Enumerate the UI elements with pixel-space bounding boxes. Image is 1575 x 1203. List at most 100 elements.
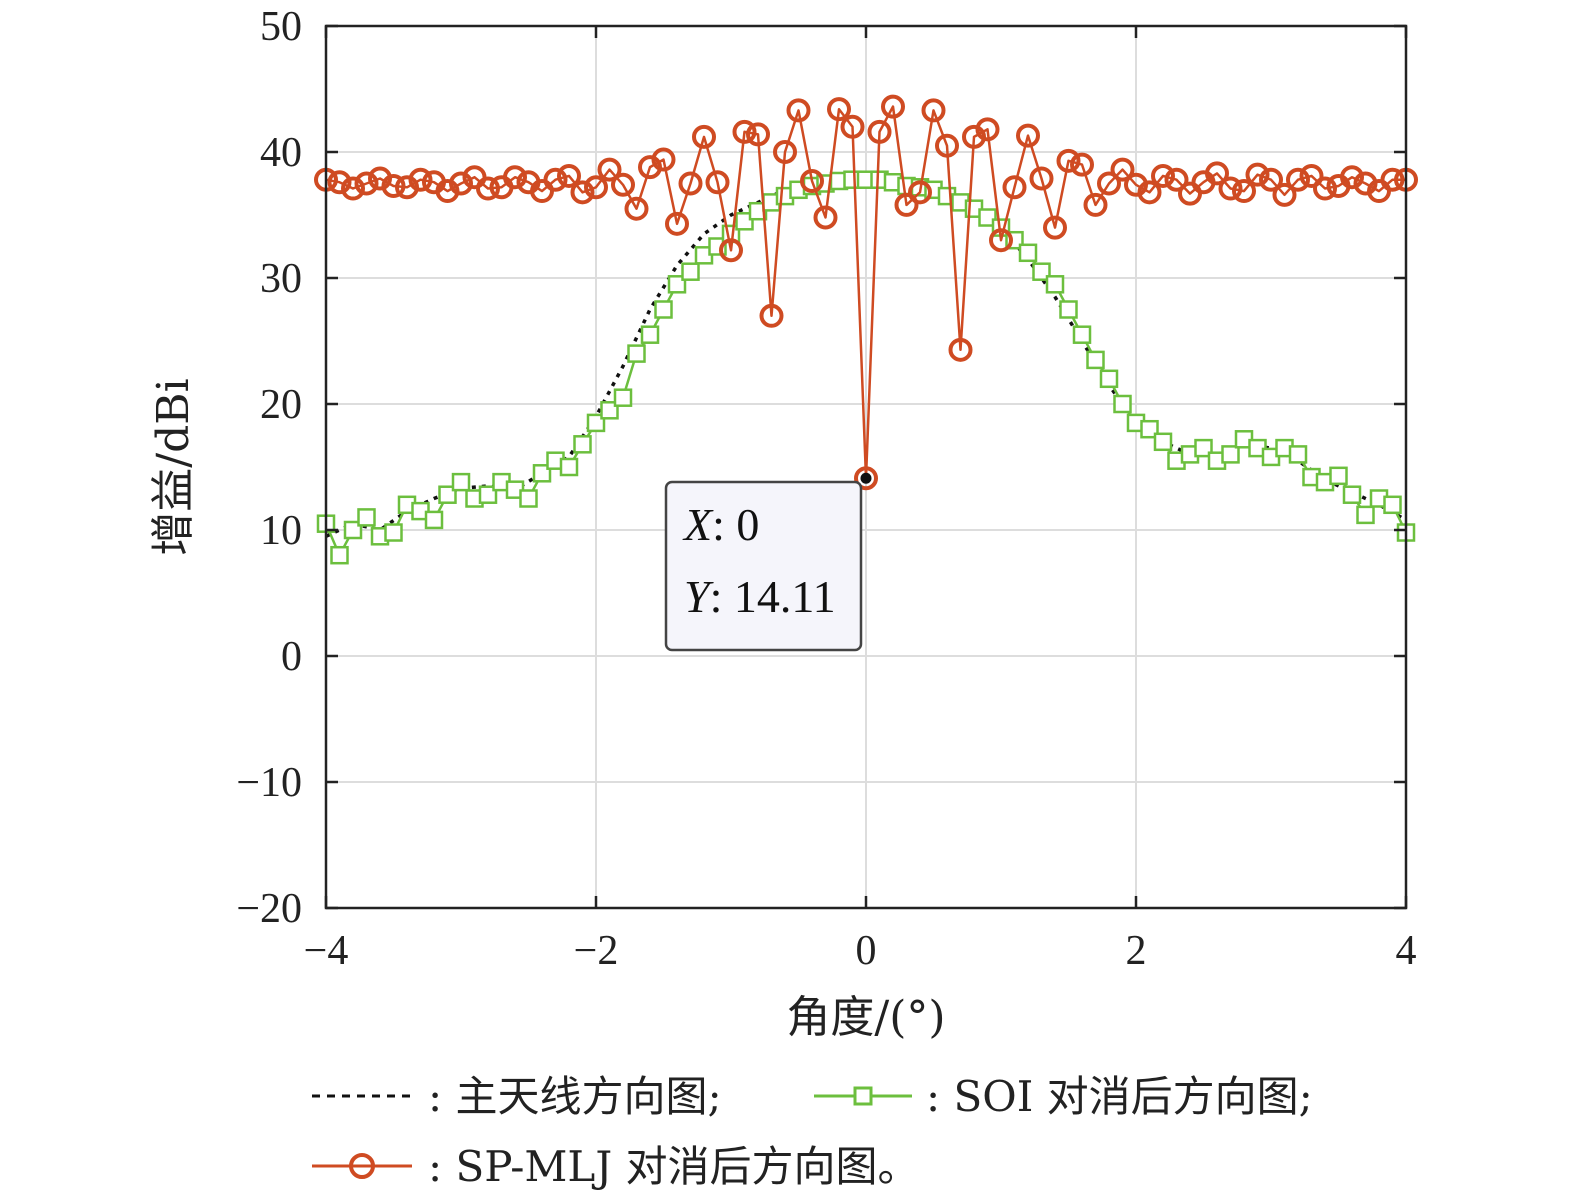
sp-marker (678, 171, 703, 196)
x-tick-label: 0 (856, 928, 877, 974)
soi-marker (343, 520, 363, 540)
y-tick-label: 50 (260, 4, 302, 50)
datatip[interactable]: X: 0 Y: 14.11 (664, 472, 872, 652)
soi-marker (1288, 445, 1308, 464)
sp-marker (651, 147, 676, 172)
sp-marker (1029, 166, 1054, 191)
soi-marker (627, 344, 646, 363)
sp-marker (935, 133, 959, 158)
sp-marker (557, 163, 581, 188)
sp-marker (1299, 163, 1324, 188)
soi-marker (384, 523, 403, 542)
sp-marker (476, 176, 500, 201)
x-axis-label: 角度/(°) (786, 992, 945, 1043)
sp-marker (908, 180, 932, 205)
soi-marker (1086, 350, 1105, 370)
sp-marker (327, 170, 352, 195)
x-tick-label: 2 (1126, 928, 1147, 974)
sp-marker (624, 196, 649, 221)
sp-marker (867, 119, 892, 144)
soi-marker (640, 325, 660, 344)
sp-marker (894, 192, 919, 217)
sp-marker (1218, 176, 1243, 201)
sp-marker (611, 172, 635, 197)
sp-marker (1164, 167, 1189, 192)
soi-marker (1059, 300, 1078, 319)
soi-marker (1113, 394, 1132, 414)
sp-marker (1002, 175, 1027, 200)
soi-marker (1072, 325, 1092, 344)
legend-main-label: : 主天线方向图; (428, 1072, 722, 1121)
soi-marker (1153, 432, 1173, 452)
sp-marker (1313, 176, 1337, 201)
soi-marker (586, 413, 606, 433)
datatip-x-row: X: 0 (682, 499, 759, 550)
sp-marker (503, 165, 527, 190)
sp-marker (948, 337, 973, 362)
soi-marker (681, 262, 700, 281)
sp-marker (813, 205, 838, 230)
sp-marker (1259, 167, 1283, 192)
sp-marker (1056, 148, 1081, 173)
soi-marker (1099, 369, 1119, 389)
sp-marker (975, 117, 1000, 142)
y-tick-label: −20 (236, 886, 302, 932)
soi-marker (1194, 438, 1213, 458)
sp-marker (989, 228, 1013, 253)
sp-marker (381, 174, 406, 199)
datatip-box (664, 480, 863, 652)
soi-marker (478, 485, 498, 504)
sp-marker (786, 98, 811, 123)
sp-marker (597, 157, 622, 182)
sp-marker (881, 94, 905, 119)
soi-marker (559, 457, 579, 477)
datatip-x-value: 0 (736, 499, 759, 550)
x-tick-label: −2 (574, 928, 619, 974)
datatip-x-sep: : (712, 499, 736, 550)
legend-soi-label: : SOI 对消后方向图; (926, 1072, 1313, 1121)
sp-marker (408, 167, 433, 192)
datatip-marker (860, 472, 872, 484)
soi-marker (735, 212, 754, 231)
sp-marker (840, 114, 865, 139)
sp-marker (1070, 152, 1094, 177)
y-tick-label: 10 (260, 508, 302, 554)
sp-marker (827, 97, 851, 122)
legend: : 主天线方向图; : SOI 对消后方向图; : SP-MLJ 对消后方向图。 (312, 1072, 1313, 1191)
soi-marker (1032, 262, 1051, 281)
y-tick-label: −10 (236, 760, 302, 806)
sp-marker (1083, 192, 1108, 217)
sp-marker (854, 466, 878, 491)
y-axis-label: 增益/dBi (148, 378, 199, 555)
y-tick-label: 40 (260, 130, 302, 176)
sp-marker (1016, 123, 1040, 148)
sp-marker (746, 122, 770, 147)
soi-marker (1018, 243, 1038, 263)
sp-marker (1151, 163, 1175, 188)
soi-marker (613, 388, 633, 407)
soi-marker (1383, 495, 1402, 515)
x-tick-label: 4 (1396, 928, 1417, 974)
sp-marker (1380, 167, 1405, 192)
sp-marker (665, 211, 689, 236)
y-tick-label: 20 (260, 382, 302, 428)
datatip-x-label: X (682, 499, 714, 550)
sp-marker (449, 171, 473, 196)
soi-marker (1342, 485, 1362, 504)
soi-marker (357, 508, 376, 527)
soi-marker (1140, 419, 1159, 439)
legend-sp-label: : SP-MLJ 对消后方向图。 (428, 1142, 920, 1191)
soi-marker (532, 464, 552, 483)
sp-marker (732, 119, 757, 144)
sp-marker (1137, 180, 1162, 205)
datatip-y-sep: : (710, 571, 734, 622)
legend-soi-marker (853, 1086, 873, 1106)
sp-marker (1272, 182, 1297, 207)
sp-marker (1286, 167, 1310, 192)
sp-marker (1205, 161, 1229, 186)
legend-sp-marker (349, 1153, 375, 1179)
sp-marker (1043, 215, 1067, 240)
x-tick-label: −4 (304, 928, 349, 974)
sp-marker (1110, 157, 1135, 182)
sp-marker (354, 171, 379, 196)
